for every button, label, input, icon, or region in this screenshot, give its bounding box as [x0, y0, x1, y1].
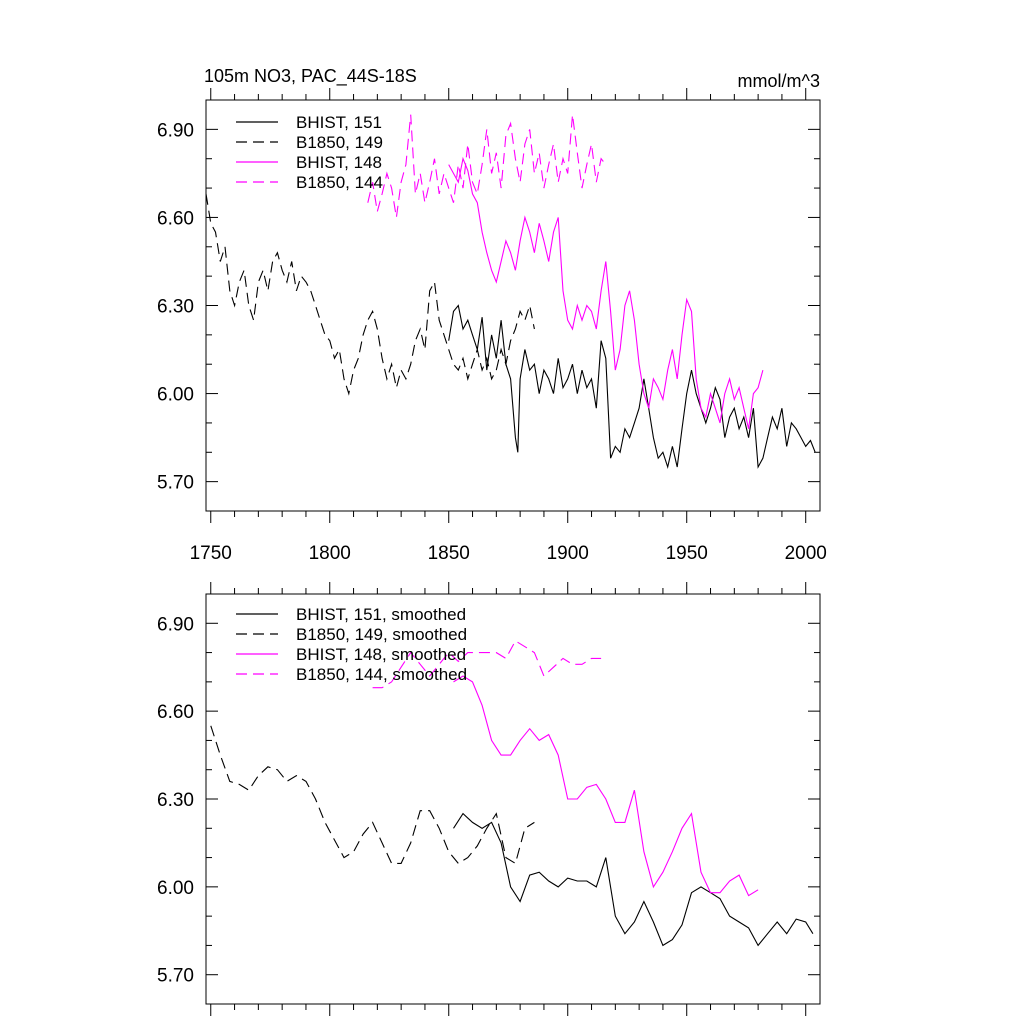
y-tick-label: 6.00: [157, 385, 194, 406]
series-line-1: [210, 725, 535, 865]
series-line-0: [448, 304, 816, 470]
top-panel: 105m NO3, PAC_44S-18S mmol/m^3 5.70 6.00 6…: [157, 66, 827, 564]
x-tick-label: 1900: [547, 543, 589, 564]
series-line-3: [372, 640, 602, 689]
series-group: [210, 640, 814, 947]
legend-label: BHIST, 151: [296, 113, 382, 132]
y-tick-label: 6.90: [157, 120, 194, 141]
bottom-panel: 5.70 6.00 6.30 6.60 6.90 BHIST, 151, smoothe…: [157, 582, 821, 1016]
legend-label: B1850, 149, smoothed: [296, 625, 467, 644]
legend-label: B1850, 149: [296, 133, 383, 152]
x-tick-label: 1950: [666, 543, 708, 564]
series-line-0: [453, 812, 814, 947]
x-tick-label: 2000: [785, 543, 827, 564]
y-tick-label: 6.60: [157, 702, 194, 723]
tick-group: 5.70 6.00 6.30 6.60 6.90 1750 1800 1850 1900 1950…: [157, 88, 827, 564]
legend-label: BHIST, 148: [296, 153, 382, 172]
legend-label: B1850, 144: [296, 173, 383, 192]
panel-title: 105m NO3, PAC_44S-18S: [204, 66, 417, 87]
legend-label: B1850, 144, smoothed: [296, 665, 467, 684]
panel-units: mmol/m^3: [738, 71, 820, 91]
x-tick-label: 1800: [309, 543, 351, 564]
tick-group: 5.70 6.00 6.30 6.60 6.90: [157, 582, 820, 1016]
series-group: [205, 114, 816, 470]
y-tick-label: 6.30: [157, 790, 194, 811]
legend-label: BHIST, 151, smoothed: [296, 605, 466, 624]
x-tick-label: 1850: [428, 543, 470, 564]
y-tick-label: 6.60: [157, 208, 194, 229]
x-tick-label: 1750: [190, 543, 232, 564]
y-tick-label: 6.30: [157, 297, 194, 318]
legend-label: BHIST, 148, smoothed: [296, 645, 466, 664]
y-tick-label: 6.90: [157, 614, 194, 635]
series-line-2: [453, 675, 759, 897]
y-tick-label: 6.00: [157, 878, 194, 899]
y-tick-label: 5.70: [157, 473, 194, 494]
y-tick-label: 5.70: [157, 966, 194, 987]
series-line-2: [448, 156, 764, 429]
series-line-1: [205, 193, 535, 396]
series-line-3: [367, 114, 607, 218]
